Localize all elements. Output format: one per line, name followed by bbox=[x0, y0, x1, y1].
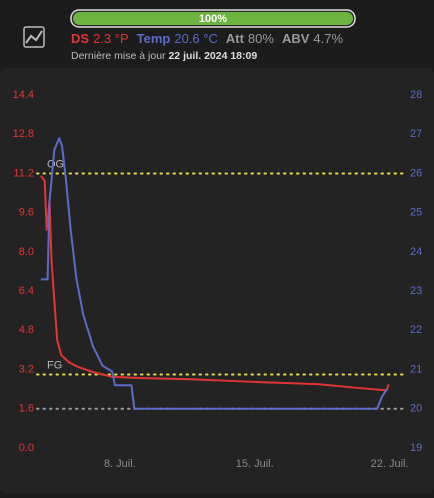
progress-label: 100% bbox=[199, 13, 227, 25]
icon bbox=[23, 26, 45, 48]
series-name: DS bbox=[71, 31, 89, 46]
extra-name: ABV bbox=[282, 31, 310, 46]
y-tick-label: 1.6 bbox=[19, 403, 34, 415]
y2-tick-label: 25 bbox=[410, 207, 422, 219]
y2-tick-label: 27 bbox=[410, 128, 422, 140]
y2-tick-label: 28 bbox=[410, 89, 422, 101]
y-tick-label: 12.8 bbox=[13, 128, 34, 140]
updated-at: 22 juil. 2024 18:09 bbox=[168, 50, 257, 62]
extra-value: 4.7% bbox=[313, 31, 343, 46]
x-tick-label: 22. Juil. bbox=[371, 458, 409, 470]
extra-value: 80% bbox=[248, 31, 274, 46]
y2-tick-label: 26 bbox=[410, 167, 422, 179]
y-tick-label: 9.6 bbox=[19, 207, 34, 219]
series-name: Temp bbox=[137, 31, 171, 46]
y2-tick-label: 23 bbox=[410, 285, 422, 297]
updated: Dernière mise à jour 22 juil. 2024 18:09 bbox=[71, 50, 257, 62]
y-tick-label: 4.8 bbox=[19, 324, 34, 336]
series-line bbox=[40, 137, 388, 410]
y2-tick-label: 24 bbox=[410, 246, 422, 258]
y2-tick-label: 21 bbox=[410, 363, 422, 375]
readings: DS 2.3 °P Temp 20.6 °C Att 80% ABV 4.7% bbox=[71, 31, 343, 46]
y2-tick-label: 22 bbox=[410, 324, 422, 336]
chart-panel bbox=[0, 68, 434, 493]
reference-label: OG bbox=[47, 158, 64, 170]
x-tick-label: 15. Juil. bbox=[236, 458, 274, 470]
y-tick-label: 14.4 bbox=[13, 89, 34, 101]
y-tick-label: 3.2 bbox=[19, 363, 34, 375]
updated-label: Dernière mise à jour bbox=[71, 50, 166, 62]
y-tick-label: 6.4 bbox=[19, 285, 34, 297]
reference-label: FG bbox=[47, 359, 62, 371]
reading: 20.6 °C bbox=[174, 31, 218, 46]
y-tick-label: 11.2 bbox=[13, 167, 34, 179]
y2-tick-label: 19 bbox=[410, 442, 422, 454]
y-tick-label: 8.0 bbox=[19, 246, 34, 258]
y2-tick-label: 20 bbox=[410, 403, 422, 415]
reading: 2.3 °P bbox=[93, 31, 129, 46]
x-tick-label: 8. Juil. bbox=[104, 458, 136, 470]
progress-fill bbox=[73, 12, 353, 25]
y-tick-label: 0.0 bbox=[19, 442, 34, 454]
extra-name: Att bbox=[226, 31, 245, 46]
